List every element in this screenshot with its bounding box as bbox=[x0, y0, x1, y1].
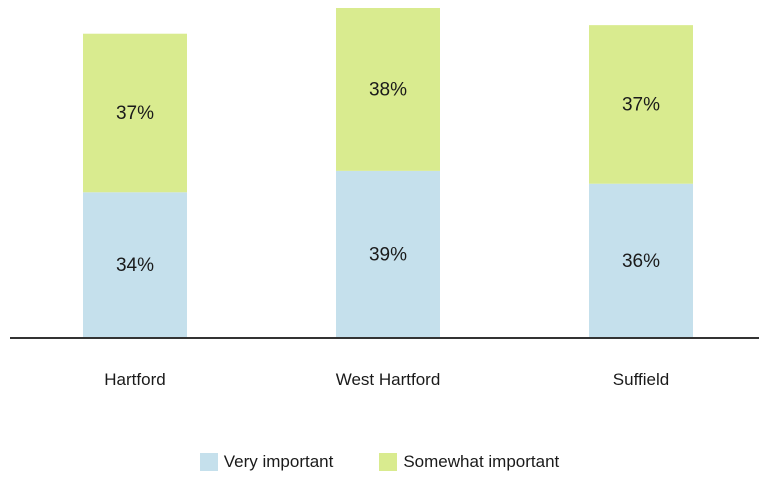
legend-swatch-very-important bbox=[199, 453, 218, 471]
data-label-suffield-very-important: 36% bbox=[622, 251, 660, 272]
legend-item-somewhat-important: Somewhat important bbox=[379, 452, 559, 472]
bar-suffield-very-important bbox=[589, 183, 693, 338]
legend-label-somewhat-important: Somewhat important bbox=[403, 452, 560, 471]
bars-group: 34% 37% 39% 38% 36% 37% bbox=[83, 8, 693, 338]
category-label-hartford: Hartford bbox=[104, 370, 165, 389]
data-label-west-hartford-very-important: 39% bbox=[369, 244, 407, 265]
stacked-bar-chart: 34% 37% 39% 38% 36% 37% Hartford West Hartford… bbox=[10, 8, 759, 389]
data-label-hartford-very-important: 34% bbox=[116, 255, 154, 276]
bar-suffield-somewhat-important bbox=[589, 25, 693, 184]
category-label-west-hartford: West Hartford bbox=[336, 370, 441, 389]
bar-hartford-very-important bbox=[83, 192, 187, 338]
category-labels: Hartford West Hartford Suffield bbox=[104, 370, 669, 389]
bar-west-hartford-very-important bbox=[336, 170, 440, 338]
data-label-hartford-somewhat-important: 37% bbox=[116, 103, 154, 124]
legend-label-very-important: Very important bbox=[223, 452, 334, 471]
legend: Very important Somewhat important bbox=[0, 452, 759, 472]
legend-item-very-important: Very important bbox=[199, 452, 334, 472]
bar-hartford-somewhat-important bbox=[83, 33, 187, 193]
category-label-suffield: Suffield bbox=[613, 370, 669, 389]
data-label-suffield-somewhat-important: 37% bbox=[622, 94, 660, 115]
bar-west-hartford-somewhat-important bbox=[336, 8, 440, 171]
legend-swatch-somewhat-important bbox=[379, 453, 398, 471]
data-label-west-hartford-somewhat-important: 38% bbox=[369, 79, 407, 100]
